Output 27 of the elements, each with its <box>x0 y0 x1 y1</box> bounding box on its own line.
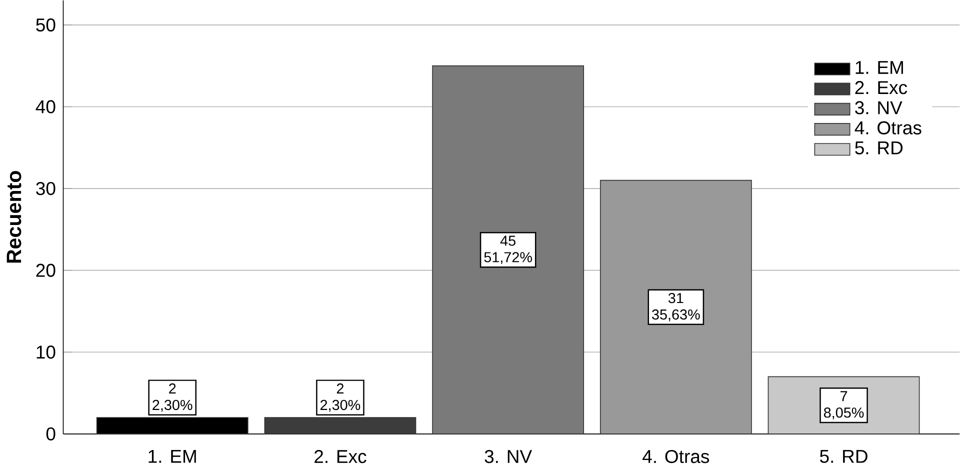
data-label: 7 <box>840 391 848 402</box>
x-tick-label: 2. Exc <box>314 450 366 464</box>
x-tick-label: 5. RD <box>820 450 868 463</box>
y-tick-label: 30 <box>36 182 56 196</box>
x-tick-label: 1. EM <box>148 450 196 463</box>
legend-label: 4. Otras <box>854 121 922 134</box>
annotation: 8,05% <box>824 408 864 420</box>
data-label: 31 <box>668 292 684 304</box>
legend-label: 3. NV <box>855 101 902 114</box>
legend-label: 2. Exc <box>855 81 908 94</box>
annotation: 51,72% <box>484 252 532 264</box>
y-tick-label: 50 <box>36 18 56 32</box>
y-axis-title: Recuento <box>6 171 22 263</box>
annotation: 2,30% <box>152 400 192 412</box>
x-tick-label: 4. Otras <box>642 450 710 464</box>
annotation: 2,30% <box>320 400 360 412</box>
y-tick-label: 10 <box>36 346 56 359</box>
legend-label: 1. EM <box>856 61 903 74</box>
y-tick-label: 40 <box>36 100 56 114</box>
data-label: 2 <box>336 383 344 394</box>
y-tick-label: 0 <box>46 427 56 440</box>
y-tick-label: 20 <box>36 264 56 277</box>
x-tick-label: 3. NV <box>484 450 532 464</box>
data-label: 2 <box>169 383 176 394</box>
legend-label: 5. RD <box>855 141 903 154</box>
data-label: 45 <box>500 236 516 246</box>
annotation: 35,63% <box>652 309 700 322</box>
